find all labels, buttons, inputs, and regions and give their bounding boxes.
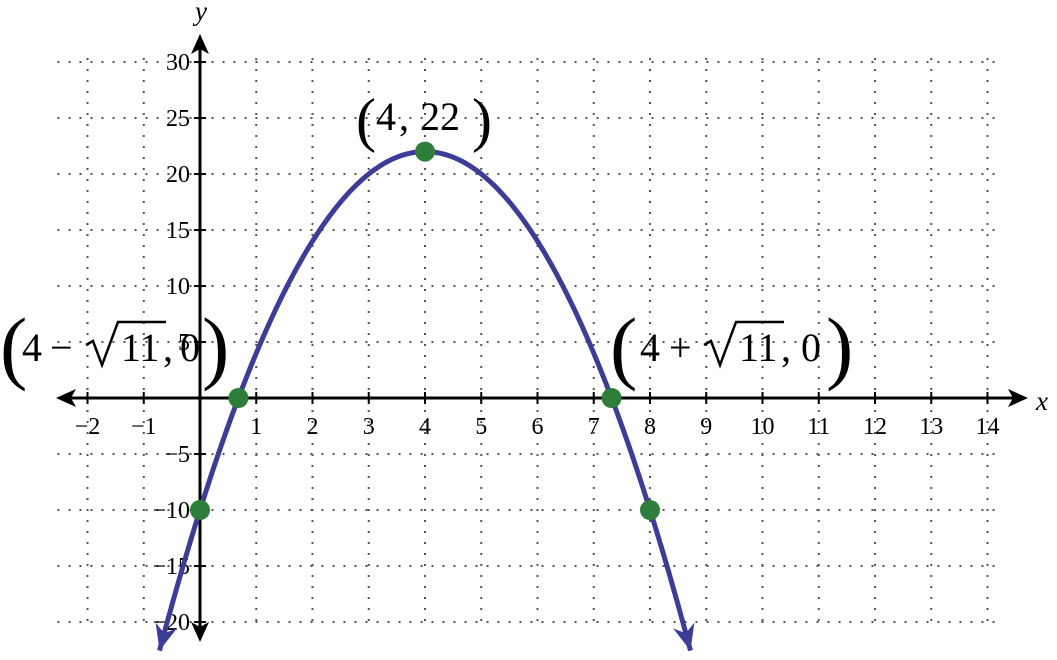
key-point <box>601 388 622 408</box>
x-tick-label: 13 <box>919 414 943 440</box>
grid <box>57 58 998 626</box>
y-tick-label: 15 <box>166 218 190 244</box>
x-axis-right-arrow <box>1008 389 1028 407</box>
annotation-right-sqrt-sign <box>703 320 784 369</box>
x-tick-label: 8 <box>644 414 656 440</box>
y-tick-label: −10 <box>152 498 190 524</box>
x-tick-label: −1 <box>131 414 157 440</box>
annotation-left-zero: 0 <box>180 325 200 370</box>
x-tick-label: 11 <box>807 414 830 440</box>
x-tick-label: 10 <box>751 414 775 440</box>
x-tick-label: 4 <box>419 414 431 440</box>
annotation-left-minus: − <box>50 325 73 370</box>
annotation-right-zero: 0 <box>801 325 821 370</box>
annotation-left-comma: , <box>163 325 173 370</box>
x-tick-label: 7 <box>588 414 600 440</box>
x-tick-label: 6 <box>532 414 544 440</box>
y-axis-top-arrow <box>191 34 209 54</box>
x-tick-label: 2 <box>307 414 319 440</box>
annotation-left-lparen: ( <box>0 301 27 392</box>
y-tick-label: 5 <box>178 330 190 356</box>
points-layer <box>190 141 660 520</box>
curve-left-arrowhead <box>155 622 177 651</box>
x-tick-label: −2 <box>75 414 101 440</box>
x-tick-label: 3 <box>363 414 375 440</box>
annotation-left-radicand: 11 <box>121 325 160 370</box>
annotation-vertex: ( 4 , 22 ) <box>356 87 492 153</box>
x-tick-label: 14 <box>976 414 1000 440</box>
annotation-left-root: ( 4 − 11 , 0 ) <box>0 301 229 392</box>
key-point <box>640 500 660 520</box>
annotation-right-radicand: 11 <box>739 325 778 370</box>
annotation-vertex-lparen: ( <box>356 87 376 153</box>
y-tick-label: 30 <box>166 50 190 76</box>
annotation-right-four: 4 <box>640 325 660 370</box>
x-axis-left-arrow <box>56 389 76 407</box>
annotation-right-plus: + <box>669 325 692 370</box>
annotation-left-rparen: ) <box>202 301 229 392</box>
annotation-vertex-y: 22 <box>420 94 460 139</box>
axes: x y <box>56 0 1048 642</box>
y-tick-label: 10 <box>166 274 190 300</box>
annotation-vertex-comma: , <box>399 94 409 139</box>
x-tick-label: 9 <box>700 414 712 440</box>
annotation-right-lparen: ( <box>610 301 637 392</box>
annotation-vertex-rparen: ) <box>472 87 492 153</box>
key-point <box>415 141 435 162</box>
x-tick-label: 5 <box>475 414 487 440</box>
key-point <box>190 500 210 520</box>
annotation-right-root: ( 4 + 11 , 0 ) <box>610 301 853 392</box>
ticks: −2 −1 1 2 3 4 5 6 7 8 9 10 11 12 13 1430252015105−5−10−… <box>75 50 1000 636</box>
y-tick-label: 20 <box>166 162 190 188</box>
y-tick-label: 25 <box>166 106 190 132</box>
annotation-right-comma: , <box>781 325 791 370</box>
x-tick-label: 12 <box>863 414 887 440</box>
curve-right-arrowhead <box>673 622 695 651</box>
y-axis-label: y <box>192 0 207 26</box>
annotation-right-rparen: ) <box>826 301 853 392</box>
x-axis-label: x <box>1035 386 1048 416</box>
annotation-left-four: 4 <box>22 325 42 370</box>
annotation-vertex-x: 4 <box>376 94 396 139</box>
y-axis-bottom-arrow <box>191 622 209 642</box>
x-tick-label: 1 <box>250 414 262 440</box>
annotation-left-sqrt-sign <box>85 320 166 369</box>
key-point <box>228 388 249 408</box>
y-tick-label: −5 <box>164 442 190 468</box>
